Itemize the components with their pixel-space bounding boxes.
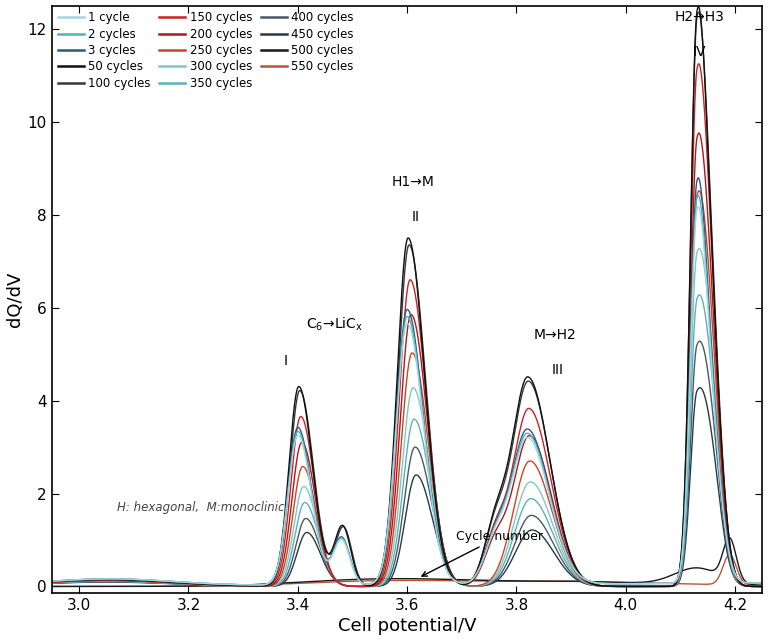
Text: IV: IV <box>693 45 707 59</box>
Text: III: III <box>551 363 564 378</box>
Text: H2→H3: H2→H3 <box>674 10 724 24</box>
Text: H: hexagonal,  M:monoclinic: H: hexagonal, M:monoclinic <box>118 501 285 515</box>
Text: $\mathrm{C_6}$→LiC$\mathrm{_x}$: $\mathrm{C_6}$→LiC$\mathrm{_x}$ <box>306 316 363 333</box>
Legend: 1 cycle, 2 cycles, 3 cycles, 50 cycles, 100 cycles, 150 cycles, 200 cycles, 250 : 1 cycle, 2 cycles, 3 cycles, 50 cycles, … <box>55 9 356 92</box>
Text: M→H2: M→H2 <box>533 328 576 342</box>
Text: H1→M: H1→M <box>391 175 434 189</box>
Text: Cycle number: Cycle number <box>422 530 543 576</box>
Y-axis label: dQ/dV: dQ/dV <box>5 272 24 327</box>
Text: II: II <box>412 210 419 224</box>
X-axis label: Cell potential/V: Cell potential/V <box>338 617 476 635</box>
Text: I: I <box>284 354 288 368</box>
